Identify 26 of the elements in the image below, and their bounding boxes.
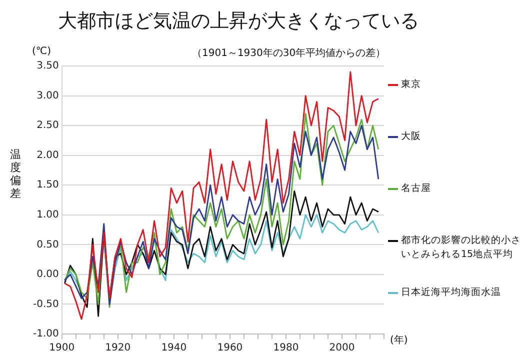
y-tick-label: -1.00: [33, 328, 59, 340]
legend-label: 日本近海平均海面水温: [401, 286, 501, 300]
y-tick-label: 1.50: [36, 180, 59, 191]
text: (℃): [32, 46, 52, 57]
legend-label: 大阪: [401, 130, 421, 144]
y-tick-label: -0.50: [33, 298, 59, 310]
y-axis-title: 温度偏差: [10, 148, 22, 200]
x-tick-label: 1920: [105, 342, 131, 354]
chart-title: 大都市ほど気温の上昇が大きくなっている: [58, 9, 419, 34]
y-tick-label: 0.00: [36, 269, 59, 280]
y-tick-label: 1.00: [36, 209, 59, 220]
x-axis-title: (年): [390, 334, 408, 347]
y-tick-label: 3.00: [36, 90, 59, 102]
x-tick-label: 1960: [217, 342, 243, 354]
legend-label: 東京: [401, 78, 421, 92]
x-tick-label: 1940: [161, 342, 187, 354]
x-tick-label: 1980: [273, 342, 299, 354]
chart-subtitle: （1901～1930年の30年平均値からの差）: [192, 47, 386, 60]
x-tick-label: 1900: [49, 342, 75, 354]
x-tick-label: 2000: [329, 342, 355, 354]
y-tick-label: 0.50: [36, 239, 59, 250]
legend-label: 名古屋: [401, 182, 431, 196]
y-tick-label: 2.00: [36, 150, 59, 161]
y-tick-label: 2.50: [36, 120, 59, 132]
y-tick-label: 3.50: [36, 60, 59, 72]
legend-label: 都市化の影響の比較的小さいとみられる15地点平均: [401, 234, 522, 262]
